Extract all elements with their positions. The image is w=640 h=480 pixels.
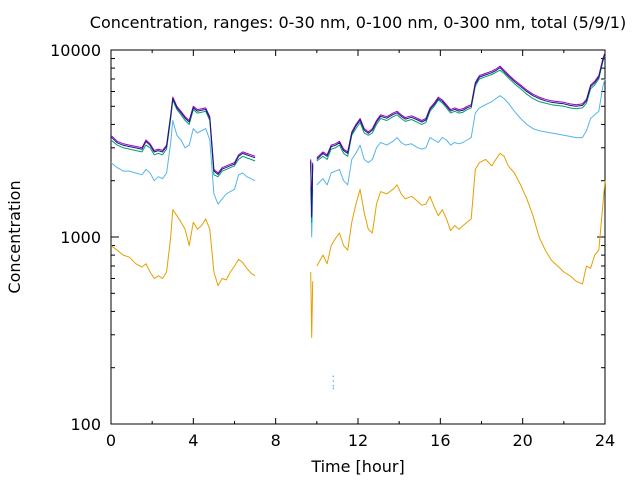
y-tick-label: 100 [70,415,101,434]
axis-ticks: 0 4 8 12 16 20 24 100 1000 10000 [50,41,615,450]
x-tick-label: 16 [430,431,450,450]
series-line-range-0-100 [316,78,606,186]
series-line-range-0-30 [110,209,256,287]
series-line-total-shadow [316,53,606,160]
x-tick-label: 20 [512,431,532,450]
series-line-range-0-300 [110,99,256,178]
scatter-point [332,385,335,387]
scatter-point [332,387,335,390]
y-axis-label: Concentration [5,180,24,293]
series-line-total [316,52,606,159]
y-tick-label: 10000 [50,41,101,60]
scatter-point [332,375,335,378]
x-tick-label: 4 [188,431,198,450]
series-line-range-0-300 [316,55,606,162]
series-line-range-0-30 [310,271,314,338]
series-line-range-0-30 [316,152,606,285]
x-tick-label: 24 [595,431,615,450]
x-tick-label: 12 [348,431,368,450]
x-tick-label: 0 [106,431,116,450]
plot-frame [110,49,606,425]
series-line-range-0-100 [110,120,256,205]
series-lines [110,52,606,390]
series-line-total [110,96,256,174]
series-line-total-shadow [110,98,256,175]
chart-title: Concentration, ranges: 0-30 nm, 0-100 nm… [90,13,626,32]
x-tick-label: 8 [271,431,281,450]
y-tick-label: 1000 [60,228,101,247]
series-line-total-shadow [310,160,314,218]
scatter-point [332,380,335,382]
x-axis-label: Time [hour] [310,457,404,476]
